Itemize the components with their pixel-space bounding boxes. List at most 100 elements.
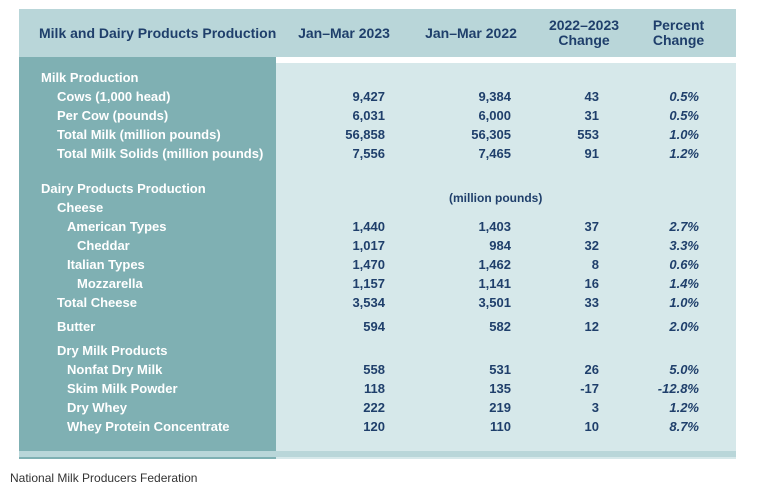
value-2022: 582: [489, 319, 511, 334]
table-row: Butter 594 582 12 2.0%: [19, 318, 736, 337]
value-change: -17: [580, 381, 599, 396]
row-label: Whey Protein Concentrate: [67, 419, 230, 434]
value-percent: 0.5%: [669, 108, 699, 123]
value-percent: 1.2%: [669, 146, 699, 161]
value-2023: 56,858: [345, 127, 385, 142]
row-label: Cheese: [57, 200, 104, 215]
row-label: Total Milk (million pounds): [57, 127, 221, 142]
row-label: Cows (1,000 head): [57, 89, 171, 104]
table-row: Italian Types 1,470 1,462 8 0.6%: [19, 256, 736, 275]
table-row: Nonfat Dry Milk 558 531 26 5.0%: [19, 361, 736, 380]
table-row: Dry Whey 222 219 3 1.2%: [19, 399, 736, 418]
table-title: Milk and Dairy Products Production: [39, 25, 277, 41]
value-2022: 110: [490, 419, 511, 434]
row-label-panel: [19, 57, 276, 459]
value-percent: 1.0%: [669, 295, 699, 310]
row-label: Total Cheese: [57, 295, 137, 310]
table-row: Milk Production: [19, 69, 736, 88]
value-percent: 2.7%: [669, 219, 699, 234]
col-header-percent-line2: Change: [652, 32, 705, 48]
table-row: Dairy Products Production: [19, 180, 736, 199]
table-row: Cheese: [19, 199, 736, 218]
value-2022: 3,501: [478, 295, 511, 310]
row-label: American Types: [67, 219, 167, 234]
value-change: 32: [584, 238, 599, 253]
table-row: Cows (1,000 head) 9,427 9,384 43 0.5%: [19, 88, 736, 107]
table-row: Whey Protein Concentrate 120 110 10 8.7%: [19, 418, 736, 437]
table-row: Total Milk Solids (million pounds) 7,556…: [19, 145, 736, 164]
row-label: Dry Whey: [67, 400, 127, 415]
table-row: Skim Milk Powder 118 135 -17 -12.8%: [19, 380, 736, 399]
row-label: Total Milk Solids (million pounds): [57, 146, 264, 161]
row-label: Butter: [57, 319, 96, 334]
value-change: 26: [584, 362, 599, 377]
value-2023: 9,427: [352, 89, 385, 104]
value-percent: 1.2%: [669, 400, 699, 415]
value-change: 16: [584, 276, 599, 291]
value-percent: 8.7%: [669, 419, 699, 434]
table-row: Total Milk (million pounds) 56,858 56,30…: [19, 126, 736, 145]
col-header-change-line1: 2022–2023: [548, 17, 620, 33]
value-change: 33: [584, 295, 599, 310]
value-change: 91: [584, 146, 599, 161]
value-2022: 219: [489, 400, 511, 415]
value-percent: 3.3%: [669, 238, 699, 253]
value-percent: 2.0%: [669, 319, 699, 334]
value-2023: 6,031: [352, 108, 385, 123]
value-2022: 9,384: [478, 89, 511, 104]
table-row: Cheddar 1,017 984 32 3.3%: [19, 237, 736, 256]
row-label: Mozzarella: [77, 276, 143, 291]
value-change: 10: [584, 419, 599, 434]
row-label: Italian Types: [67, 257, 145, 272]
unit-note: (million pounds): [449, 191, 543, 205]
value-2022: 1,462: [478, 257, 511, 272]
value-2023: 558: [363, 362, 385, 377]
value-2023: 7,556: [352, 146, 385, 161]
value-percent: 1.0%: [669, 127, 699, 142]
value-2023: 1,017: [352, 238, 385, 253]
value-2022: 984: [489, 238, 511, 253]
value-2023: 118: [364, 381, 385, 396]
row-label: Nonfat Dry Milk: [67, 362, 163, 377]
value-change: 12: [584, 319, 599, 334]
row-label: Milk Production: [41, 70, 139, 85]
value-2022: 7,465: [478, 146, 511, 161]
value-percent: -12.8%: [657, 381, 699, 396]
row-label: Cheddar: [77, 238, 130, 253]
value-change: 43: [584, 89, 599, 104]
table-row: Total Cheese 3,534 3,501 33 1.0%: [19, 294, 736, 313]
value-2022: 56,305: [471, 127, 511, 142]
table-row: Dry Milk Products: [19, 342, 736, 361]
value-2022: 135: [489, 381, 511, 396]
table-row: Mozzarella 1,157 1,141 16 1.4%: [19, 275, 736, 294]
value-percent: 5.0%: [669, 362, 699, 377]
value-change: 37: [584, 219, 599, 234]
table-bottom-bar: [19, 451, 736, 457]
value-2023: 222: [363, 400, 385, 415]
value-2023: 1,440: [352, 219, 385, 234]
row-label: Per Cow (pounds): [57, 108, 169, 123]
value-percent: 0.6%: [669, 257, 699, 272]
value-2022: 531: [489, 362, 511, 377]
col-header-2023: Jan–Mar 2023: [298, 25, 390, 41]
table-row: American Types 1,440 1,403 37 2.7%: [19, 218, 736, 237]
table-row: Per Cow (pounds) 6,031 6,000 31 0.5%: [19, 107, 736, 126]
value-change: 3: [591, 400, 599, 415]
value-2023: 1,157: [352, 276, 385, 291]
value-change: 8: [591, 257, 599, 272]
value-2023: 594: [363, 319, 385, 334]
source-caption: National Milk Producers Federation: [10, 471, 198, 485]
value-2023: 3,534: [352, 295, 385, 310]
production-table: Milk and Dairy Products Production Jan–M…: [19, 9, 736, 459]
col-header-change-line2: Change: [558, 32, 610, 48]
header-divider: [19, 57, 736, 63]
row-label: Skim Milk Powder: [67, 381, 178, 396]
col-header-percent-line1: Percent: [652, 17, 705, 33]
value-change: 553: [577, 127, 599, 142]
value-percent: 0.5%: [669, 89, 699, 104]
value-2023: 1,470: [352, 257, 385, 272]
table-header: Milk and Dairy Products Production Jan–M…: [19, 9, 736, 57]
value-2022: 1,141: [478, 276, 511, 291]
value-percent: 1.4%: [669, 276, 699, 291]
value-2022: 1,403: [478, 219, 511, 234]
